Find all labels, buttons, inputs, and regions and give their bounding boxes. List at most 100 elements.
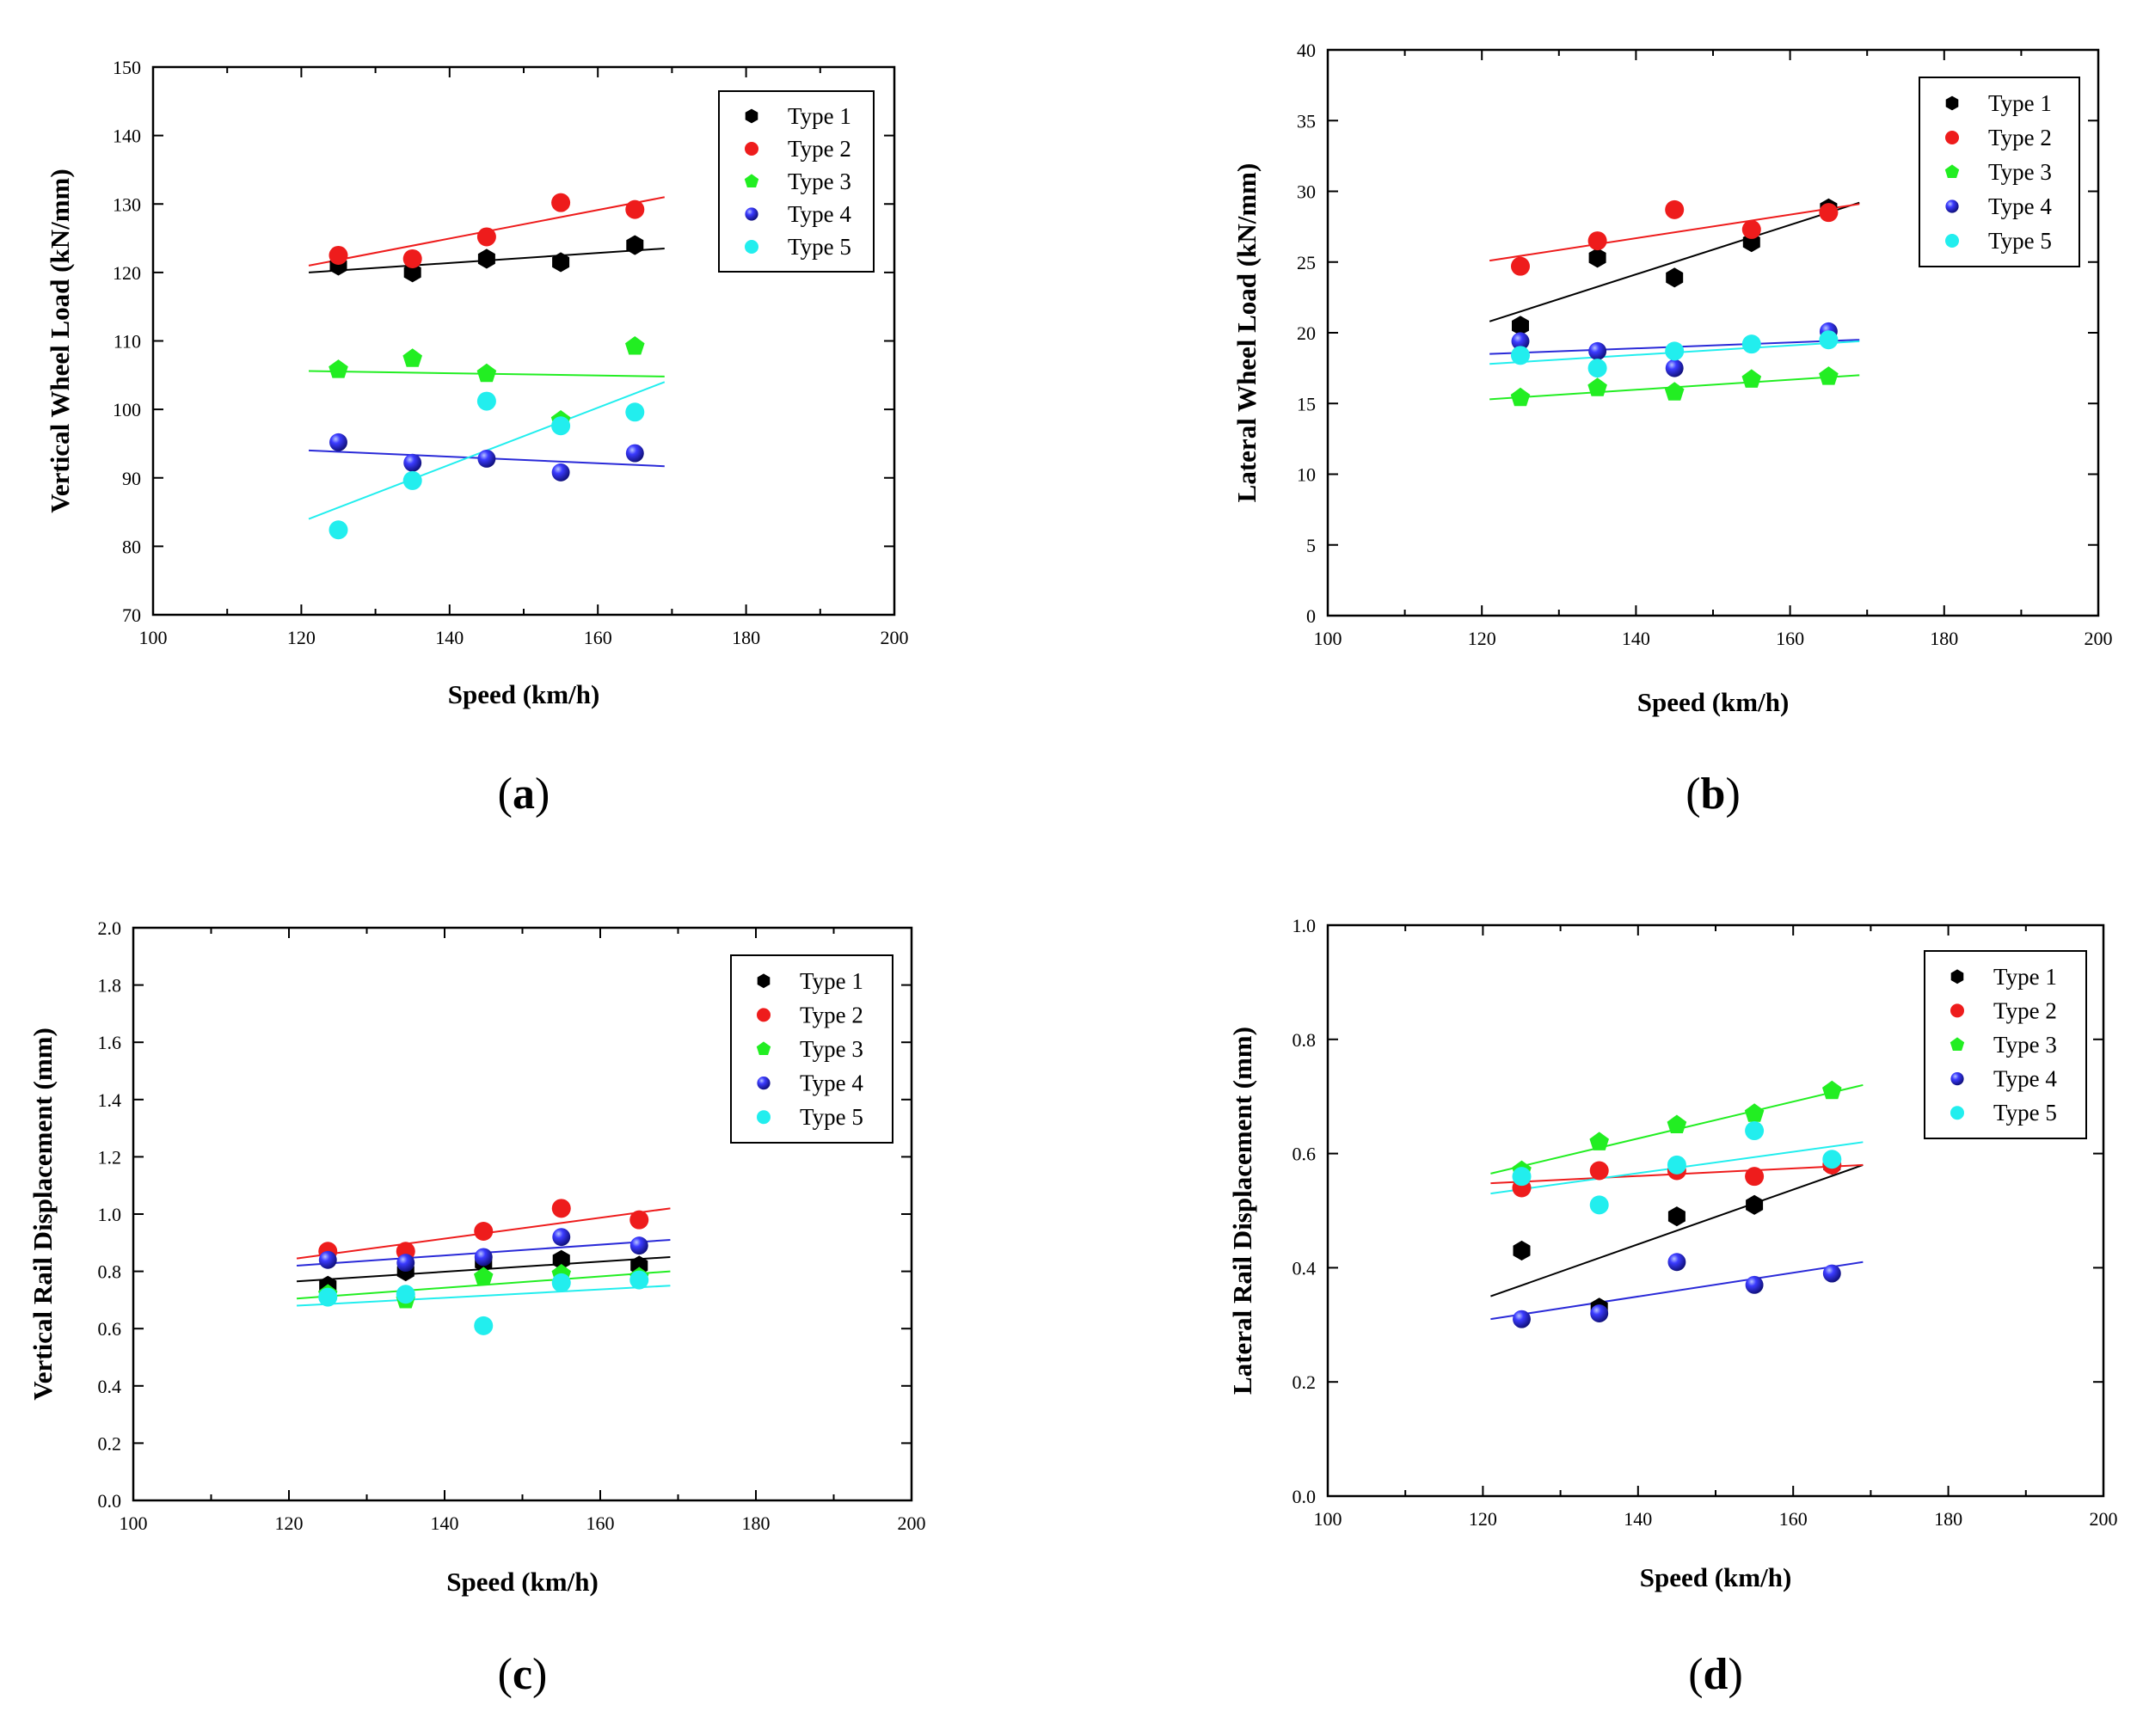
data-point-type-5 <box>1822 1150 1842 1169</box>
data-point-type-3 <box>1589 1132 1609 1150</box>
legend-label-type-4: Type 4 <box>1993 1066 2057 1092</box>
data-point-type-1 <box>1746 1194 1764 1215</box>
y-tick-label: 0.4 <box>1293 1257 1317 1279</box>
x-tick-label: 120 <box>275 1512 304 1534</box>
data-point-type-2 <box>551 1199 571 1218</box>
data-point-type-4 <box>1590 1304 1609 1322</box>
data-point-type-5 <box>1587 359 1607 378</box>
data-point-type-4 <box>318 1250 337 1269</box>
legend-label-type-2: Type 2 <box>1993 997 2057 1023</box>
legend-box <box>718 90 875 273</box>
data-point-type-2 <box>625 199 645 219</box>
y-tick-label: 5 <box>1306 535 1316 556</box>
data-point-type-1 <box>1588 248 1606 268</box>
data-point-type-4 <box>1665 359 1684 377</box>
data-point-type-2 <box>1665 199 1685 219</box>
data-point-type-1 <box>1667 1206 1686 1227</box>
x-tick-label: 160 <box>1779 1508 1808 1530</box>
y-axis-title: Lateral Rail Displacement (mm) <box>1227 1027 1257 1395</box>
data-point-type-3 <box>1819 366 1839 385</box>
legend-label-type-3: Type 3 <box>1988 159 2052 185</box>
y-tick-label: 15 <box>1297 393 1316 414</box>
panel-label: (c) <box>498 1650 548 1699</box>
data-point-type-4 <box>625 444 644 463</box>
data-point-type-3 <box>1664 382 1685 401</box>
data-point-type-3 <box>476 363 497 383</box>
data-point-type-1 <box>477 248 495 269</box>
data-point-type-1 <box>626 235 644 255</box>
x-axis-title: Speed (km/h) <box>1640 1562 1792 1592</box>
legend-marker-type-2 <box>1950 1003 1964 1018</box>
fit-line-type-5 <box>296 1285 671 1307</box>
legend-marker-type-1 <box>757 973 771 989</box>
data-point-type-5 <box>625 402 645 422</box>
x-tick-label: 140 <box>431 1512 459 1534</box>
data-point-type-5 <box>318 1287 338 1307</box>
legend-box <box>1919 77 2080 267</box>
data-point-type-3 <box>1741 369 1762 388</box>
data-point-type-5 <box>551 416 571 436</box>
data-point-type-3 <box>1822 1080 1842 1100</box>
data-point-type-4 <box>1513 1310 1531 1328</box>
data-point-type-5 <box>1511 346 1530 365</box>
legend-marker-type-2 <box>1945 131 1959 144</box>
y-tick-label: 0.4 <box>98 1376 122 1397</box>
y-tick-label: 150 <box>113 57 141 78</box>
y-tick-label: 0.8 <box>98 1261 122 1283</box>
x-tick-label: 160 <box>586 1512 615 1534</box>
data-point-type-2 <box>402 248 422 268</box>
data-point-type-2 <box>1511 256 1530 276</box>
y-tick-label: 25 <box>1297 252 1316 273</box>
x-tick-label: 180 <box>1930 628 1958 649</box>
data-point-type-4 <box>1511 332 1530 351</box>
fit-line-type-2 <box>1489 203 1860 262</box>
data-point-type-2 <box>629 1210 649 1230</box>
legend-marker-type-3 <box>744 174 759 187</box>
y-tick-label: 0.2 <box>1293 1371 1317 1393</box>
y-tick-label: 70 <box>122 604 141 626</box>
y-tick-label: 120 <box>113 262 141 284</box>
x-tick-label: 200 <box>881 627 909 648</box>
chart-panel-d: 100 120 140 160 180 200 0.0 0.2 0.4 0.6 0.8 1.0 Spee… <box>1227 915 2118 1699</box>
legend-label-type-1: Type 1 <box>1993 964 2057 990</box>
legend-label-type-2: Type 2 <box>1988 125 2052 150</box>
y-tick-label: 0.8 <box>1293 1029 1317 1051</box>
x-tick-label: 140 <box>1622 628 1650 649</box>
data-point-type-5 <box>1819 330 1839 350</box>
data-point-type-5 <box>329 520 348 540</box>
fit-line-type-1 <box>1489 201 1860 322</box>
legend-label-type-1: Type 1 <box>800 968 863 994</box>
legend-marker-type-2 <box>745 142 758 156</box>
x-tick-label: 120 <box>1469 1508 1497 1530</box>
data-point-type-5 <box>1741 334 1761 354</box>
data-point-type-2 <box>1589 1161 1609 1181</box>
data-point-type-5 <box>1667 1155 1686 1175</box>
y-tick-label: 0 <box>1306 605 1316 627</box>
panel-label: (d) <box>1688 1650 1743 1699</box>
legend-marker-type-1 <box>745 108 758 124</box>
x-tick-label: 180 <box>742 1512 771 1534</box>
data-point-type-2 <box>329 245 348 265</box>
legend-marker-type-5 <box>757 1110 771 1125</box>
legend-label-type-4: Type 4 <box>788 201 851 227</box>
x-axis-title: Speed (km/h) <box>1637 687 1790 717</box>
x-tick-label: 160 <box>1776 628 1804 649</box>
data-point-type-4 <box>552 1228 571 1247</box>
data-point-type-5 <box>1665 341 1685 361</box>
data-point-type-5 <box>1745 1121 1765 1141</box>
y-axis-title: Lateral Wheel Load (kN/mm) <box>1231 163 1262 503</box>
x-tick-label: 180 <box>1934 1508 1962 1530</box>
data-point-type-3 <box>1744 1103 1765 1122</box>
legend-label-type-2: Type 2 <box>788 136 851 162</box>
data-point-type-3 <box>329 359 348 378</box>
data-point-type-2 <box>1745 1167 1765 1187</box>
data-point-type-1 <box>552 252 570 273</box>
y-tick-label: 80 <box>122 536 141 557</box>
data-point-type-2 <box>1819 203 1839 223</box>
chart-panel-c: 100 120 140 160 180 200 0.0 0.2 0.4 0.6 0.8 1.0 1.2 1… <box>28 917 926 1699</box>
y-tick-label: 90 <box>122 468 141 489</box>
data-point-type-1 <box>403 262 421 283</box>
data-point-type-3 <box>1667 1114 1687 1133</box>
y-tick-label: 0.0 <box>1293 1486 1317 1507</box>
legend-marker-type-1 <box>1945 95 1959 111</box>
